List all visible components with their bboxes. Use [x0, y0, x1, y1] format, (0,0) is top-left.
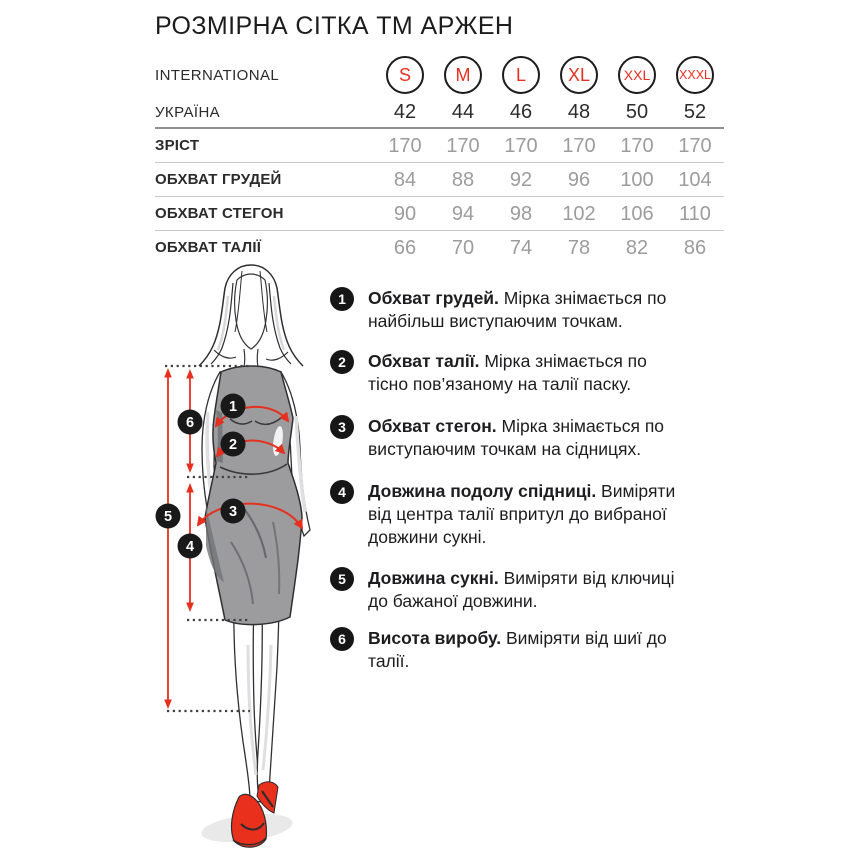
- legend-number-badge: 1: [330, 287, 354, 311]
- legend-text: Обхват талії. Мірка знімається по тісно …: [368, 351, 647, 394]
- figure-head: [198, 264, 304, 368]
- figure-marker-5: 5: [155, 503, 181, 529]
- international-size-cell: XXXL: [666, 56, 724, 94]
- legend-number-badge: 2: [330, 350, 354, 374]
- legend-text: Довжина подолу спідниці. Виміряти від це…: [368, 481, 676, 547]
- legend-number-badge: 6: [330, 627, 354, 651]
- table-row: ЗРІСТ 170 170 170 170 170 170: [155, 129, 724, 163]
- legend-number-badge: 3: [330, 415, 354, 439]
- svg-text:1: 1: [229, 399, 237, 415]
- size-value: 82: [625, 236, 649, 259]
- size-value: 100: [620, 168, 654, 191]
- svg-text:3: 3: [229, 504, 237, 520]
- size-value: 170: [388, 134, 422, 157]
- size-value: 170: [562, 134, 596, 157]
- size-value: 96: [567, 168, 591, 191]
- size-value: 94: [451, 202, 475, 225]
- legend-item-2: 2 Обхват талії. Мірка знімається по тісно…: [330, 350, 688, 396]
- size-value: 70: [451, 236, 475, 259]
- table-row: ОБХВАТ ГРУДЕЙ 84 88 92 96 100 104: [155, 163, 724, 197]
- figure-marker-6: 6: [177, 409, 203, 435]
- figure-marker-2: 2: [220, 431, 246, 457]
- size-value: 106: [620, 202, 654, 225]
- figure-marker-3: 3: [220, 498, 246, 524]
- figure-shoes: [230, 781, 279, 848]
- legend-item-6: 6 Висота виробу. Виміряти від шиї до талі…: [330, 627, 688, 673]
- size-value: 84: [393, 168, 417, 191]
- size-value: 74: [509, 236, 533, 259]
- size-circle-xxxl: XXXL: [676, 56, 714, 94]
- measure-girth-arcs: [196, 406, 304, 530]
- ukraine-size-value: 44: [451, 101, 475, 123]
- size-value: 78: [567, 236, 591, 259]
- size-circle-s: S: [386, 56, 424, 94]
- row-label: ОБХВАТ ТАЛІЇ: [155, 239, 262, 256]
- figure-marker-4: 4: [177, 533, 203, 559]
- measure-dotted-lines: [165, 364, 250, 713]
- size-value: 98: [509, 202, 533, 225]
- size-value: 170: [446, 134, 480, 157]
- legend-number-badge: 4: [330, 480, 354, 504]
- size-value: 90: [393, 202, 417, 225]
- row-label: ЗРІСТ: [155, 137, 200, 154]
- table-row: ОБХВАТ ТАЛІЇ 66 70 74 78 82 86: [155, 231, 724, 264]
- size-value: 170: [504, 134, 538, 157]
- row-label: ОБХВАТ СТЕГОН: [155, 205, 284, 222]
- international-size-cell: S: [376, 56, 434, 94]
- international-size-cell: L: [492, 56, 550, 94]
- size-value: 66: [393, 236, 417, 259]
- size-table: INTERNATIONAL S M L XL XXL XXXL УКРАЇНА 42 44 4…: [155, 53, 724, 264]
- table-row: ОБХВАТ СТЕГОН 90 94 98 102 106 110: [155, 197, 724, 231]
- legend-text: Висота виробу. Виміряти від шиї до талії…: [368, 628, 667, 671]
- svg-text:2: 2: [229, 437, 237, 453]
- size-circle-l: L: [502, 56, 540, 94]
- international-size-cell: M: [434, 56, 492, 94]
- figure-dress: [204, 365, 303, 626]
- size-value: 92: [509, 168, 533, 191]
- figure-legs: [233, 599, 280, 803]
- svg-text:6: 6: [186, 415, 194, 431]
- measurement-annotations: 1 2 3 6 5 4: [155, 364, 304, 713]
- international-size-cell: XXL: [608, 56, 666, 94]
- size-circle-xxl: XXL: [618, 56, 656, 94]
- svg-text:5: 5: [164, 509, 172, 525]
- legend-text: Довжина сукні. Виміряти від ключиці до б…: [368, 568, 675, 611]
- size-value: 170: [620, 134, 654, 157]
- ukraine-size-value: 52: [683, 101, 707, 123]
- page-title: РОЗМІРНА СІТКА ТМ АРЖЕН: [155, 12, 514, 40]
- svg-text:4: 4: [186, 539, 194, 555]
- measurement-legend: 1 Обхват грудей. Мірка знімається по найб…: [330, 0, 730, 850]
- size-circle-m: M: [444, 56, 482, 94]
- ukraine-size-value: 48: [567, 101, 591, 123]
- size-circle-xl: XL: [560, 56, 598, 94]
- figure-marker-1: 1: [220, 393, 246, 419]
- legend-item-3: 3 Обхват стегон. Мірка знімається по вист…: [330, 415, 688, 461]
- legend-item-5: 5 Довжина сукні. Виміряти від ключиці до …: [330, 567, 688, 613]
- size-value: 102: [562, 202, 596, 225]
- legend-number-badge: 5: [330, 567, 354, 591]
- ukraine-size-value: 46: [509, 101, 533, 123]
- table-row-ukraine: УКРАЇНА 42 44 46 48 50 52: [155, 97, 724, 129]
- size-value: 170: [678, 134, 712, 157]
- ukraine-size-value: 42: [393, 101, 417, 123]
- size-value: 104: [678, 168, 712, 191]
- size-value: 86: [683, 236, 707, 259]
- table-row-international: INTERNATIONAL S M L XL XXL XXXL: [155, 53, 724, 97]
- row-label-international: INTERNATIONAL: [155, 66, 280, 84]
- row-label: ОБХВАТ ГРУДЕЙ: [155, 171, 282, 188]
- size-value: 88: [451, 168, 475, 191]
- size-value: 110: [679, 202, 711, 225]
- row-label-ukraine: УКРАЇНА: [155, 103, 221, 121]
- ukraine-size-value: 50: [625, 101, 649, 123]
- legend-text: Обхват грудей. Мірка знімається по найбі…: [368, 288, 667, 331]
- legend-item-4: 4 Довжина подолу спідниці. Виміряти від ц…: [330, 480, 688, 548]
- legend-text: Обхват стегон. Мірка знімається по висту…: [368, 416, 665, 459]
- figure-illustration: 1 2 3 6 5 4: [155, 264, 311, 848]
- legend-item-1: 1 Обхват грудей. Мірка знімається по найб…: [330, 287, 688, 333]
- international-size-cell: XL: [550, 56, 608, 94]
- figure-markers: 1 2 3 6 5 4: [155, 393, 246, 559]
